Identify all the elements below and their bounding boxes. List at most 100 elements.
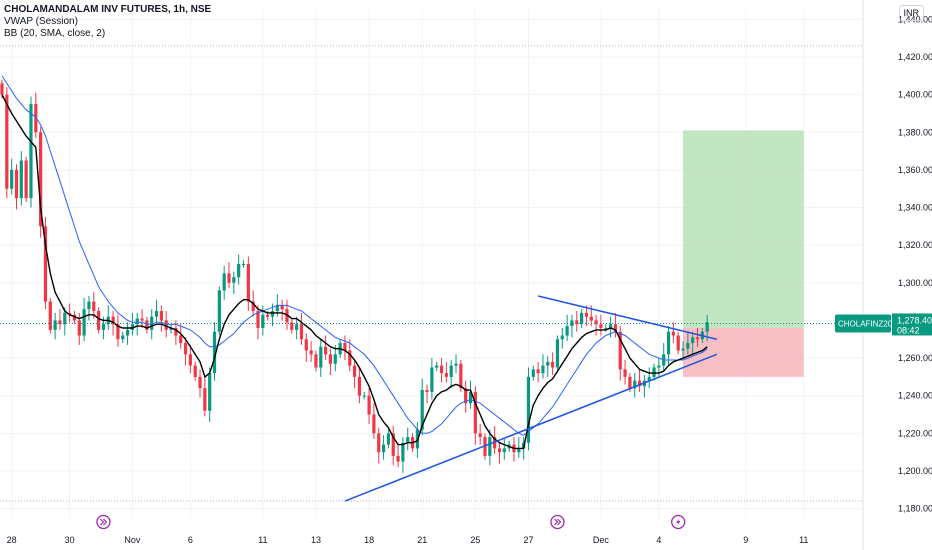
lower-trendline — [344, 353, 718, 502]
x-tick-label: 25 — [470, 535, 480, 545]
candle-body — [362, 395, 366, 397]
y-tick-label: 1,180.00 — [898, 504, 932, 514]
candle-body — [589, 316, 593, 321]
vwap-indicator-label[interactable]: VWAP (Session) — [4, 16, 78, 27]
candle-body — [145, 320, 149, 330]
candle-body — [135, 318, 139, 325]
candle-body — [68, 312, 72, 315]
candle-body — [82, 309, 86, 336]
candle-body — [24, 160, 28, 199]
y-tick-label: 1,240.00 — [898, 391, 932, 401]
candle-body — [183, 343, 188, 355]
candle-body — [637, 380, 642, 387]
candle-body — [58, 320, 62, 325]
symbol-title[interactable]: CHOLAMANDALAM INV FUTURES, 1h, NSE — [4, 4, 212, 15]
candle-body — [203, 388, 207, 411]
y-tick-label: 1,340.00 — [898, 203, 932, 213]
candle-body — [613, 324, 618, 332]
candle-body — [121, 335, 125, 340]
candle-body — [681, 348, 685, 351]
candle-body — [111, 316, 115, 325]
candle-body — [575, 320, 579, 325]
candle-body — [256, 311, 260, 328]
y-tick-label: 1,440.00 — [898, 14, 932, 24]
candle-body — [77, 320, 81, 336]
candle-body — [705, 322, 709, 332]
x-tick-label: 30 — [65, 535, 75, 545]
candle-body — [72, 314, 77, 321]
candle-body — [232, 277, 236, 283]
candle-body — [647, 376, 651, 381]
candle-body — [439, 365, 444, 374]
x-tick-label: 13 — [311, 535, 321, 545]
candle-body — [497, 448, 502, 453]
candle-body — [237, 264, 241, 278]
candle-body — [536, 369, 540, 374]
candle-body — [159, 311, 163, 321]
x-tick-label: 27 — [523, 535, 533, 545]
y-tick-label: 1,220.00 — [898, 428, 932, 438]
candle-body — [140, 318, 144, 321]
candle-body — [217, 290, 221, 332]
candle-body — [401, 442, 405, 462]
candle-body — [468, 391, 473, 404]
candle-body — [367, 395, 371, 415]
candle-body — [39, 132, 43, 227]
bb-indicator-label[interactable]: BB (20, SMA, close, 2) — [4, 28, 106, 39]
last-price-box — [892, 313, 932, 336]
candle-body — [328, 354, 333, 364]
forward-glyph — [100, 518, 108, 526]
candle-body — [101, 324, 106, 330]
candle-body — [628, 376, 632, 389]
candle-body — [198, 376, 202, 389]
bb-basis-line — [1, 75, 708, 436]
candle-body — [657, 365, 661, 368]
x-tick-label: Nov — [124, 535, 141, 545]
candle-body — [454, 363, 458, 366]
candle-body — [34, 104, 38, 133]
x-tick-label: 9 — [743, 535, 748, 545]
candle-body — [671, 331, 675, 336]
last-price-label: 1,278.40 — [897, 315, 932, 325]
candle-body — [449, 365, 453, 377]
candle-body — [304, 339, 308, 351]
candle-body — [584, 312, 589, 317]
candle-body — [580, 312, 584, 325]
candle-body — [314, 354, 318, 368]
forward-glyph — [554, 518, 562, 526]
candle-body — [212, 331, 217, 374]
candle-body — [164, 320, 168, 330]
candle-body — [324, 346, 328, 355]
candle-body — [560, 335, 564, 340]
candle-body — [608, 324, 613, 328]
candle-body — [14, 169, 19, 199]
symbol-badge — [835, 314, 891, 333]
candle-body — [372, 414, 376, 434]
candle-body — [246, 264, 250, 302]
candle-body — [125, 329, 130, 336]
candle-body — [555, 339, 560, 368]
candle-body — [343, 343, 347, 351]
countdown-label: 08:42 — [897, 325, 920, 335]
candle-body — [652, 367, 656, 377]
candle-body — [391, 433, 395, 456]
y-tick-label: 1,200.00 — [898, 466, 932, 476]
price-axis — [863, 0, 932, 550]
candle-body — [430, 367, 434, 392]
candle-body — [208, 373, 212, 411]
candle-body — [420, 390, 424, 430]
currency-label[interactable]: INR — [898, 5, 924, 21]
candle-body — [386, 433, 390, 445]
candle-body — [565, 326, 569, 336]
candle-body — [299, 324, 304, 340]
candle-body — [599, 324, 603, 328]
candle-body — [275, 305, 279, 312]
x-tick-label: 6 — [188, 535, 193, 545]
y-tick-label: 1,320.00 — [898, 240, 932, 250]
candle-body — [169, 327, 173, 330]
candle-body — [381, 444, 386, 453]
y-tick-label: 1,260.00 — [898, 353, 932, 363]
candle-body — [251, 301, 255, 312]
candle-body — [666, 331, 671, 355]
